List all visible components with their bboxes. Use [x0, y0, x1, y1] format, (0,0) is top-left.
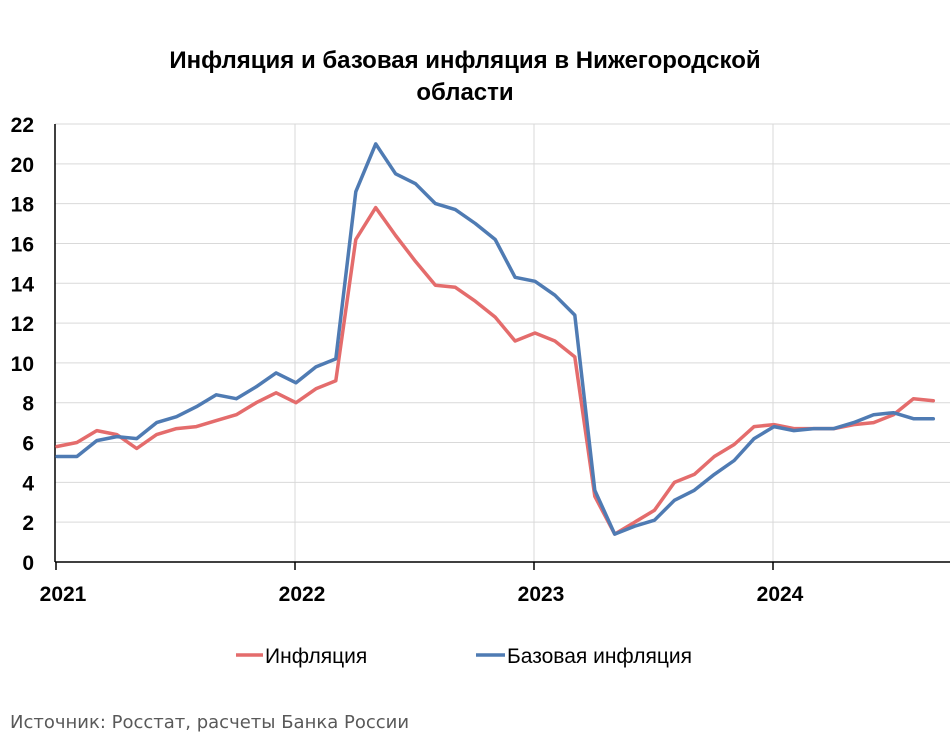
axes: [54, 124, 950, 570]
y-axis-ticks: 0 2 4 6 8 10 12 14 16 18 20 22: [11, 114, 35, 575]
x-tick-label: 2024: [757, 583, 804, 606]
series-lines: [55, 142, 936, 536]
y-tick-label: 8: [22, 393, 34, 416]
chart-title-line-1: Инфляция и базовая инфляция в Нижегородс…: [169, 47, 760, 74]
y-tick-label: 6: [22, 433, 34, 456]
legend-label-2: Базовая инфляция: [507, 645, 692, 668]
legend-label-1: Инфляция: [265, 645, 367, 668]
y-tick-label: 4: [22, 472, 34, 495]
y-tick-label: 10: [11, 353, 34, 376]
grid-lines: [55, 123, 950, 562]
chart-title-line-2: области: [416, 79, 513, 106]
x-axis-ticks: 2021 2022 2023 2024: [40, 583, 804, 606]
y-tick-label: 2: [22, 512, 34, 535]
x-tick-label: 2023: [518, 583, 565, 606]
source-note: Источник: Росстат, расчеты Банка России: [10, 712, 410, 733]
y-tick-label: 20: [11, 154, 34, 177]
x-tick-label: 2022: [279, 583, 326, 606]
y-tick-label: 16: [11, 233, 34, 256]
y-tick-label: 0: [22, 552, 34, 575]
series-line-2: [55, 142, 936, 536]
y-tick-label: 12: [11, 313, 34, 336]
y-tick-label: 22: [11, 114, 34, 137]
legend: Инфляция Базовая инфляция: [236, 645, 692, 668]
x-tick-label: 2021: [40, 583, 87, 606]
y-tick-label: 18: [11, 194, 35, 217]
y-tick-label: 14: [11, 273, 35, 296]
series-line-1: [55, 205, 936, 536]
